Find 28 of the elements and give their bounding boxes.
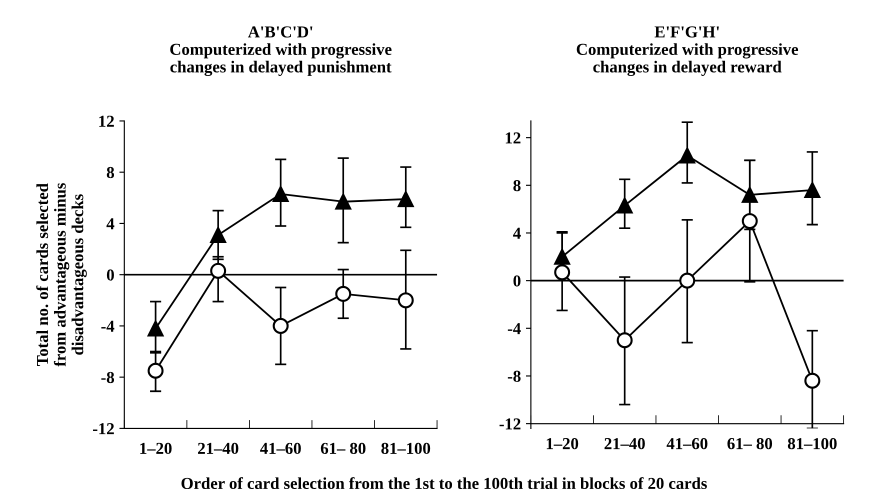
x-tick-label: 1–20 (546, 438, 578, 450)
x-tick-label: 21–40 (198, 442, 238, 454)
x-tick-label: 61– 80 (320, 442, 366, 454)
y-tick-label: 0 (106, 269, 114, 281)
y-tick-label: 12 (99, 116, 114, 127)
chart-title: E'F'G'H' Computerized with progressive changes in delayed reward (576, 26, 798, 76)
x-tick-label: 41–60 (260, 442, 301, 454)
y-axis-title: Total no. of cards selected from advantageous minus disadvantageous decks (36, 183, 87, 367)
y-tick-label: -12 (92, 423, 114, 434)
x-axis-title: Order of card selection from the 1st to the 100th trial in blocks of 20 cards (181, 477, 707, 490)
x-tick-label: 81–100 (788, 438, 837, 450)
chart-title: A'B'C'D' Computerized with progressive changes in delayed punishment (170, 26, 392, 76)
y-tick-label: 8 (106, 166, 114, 178)
x-tick-label: 21–40 (604, 438, 645, 450)
y-tick-label: -4 (508, 323, 521, 334)
y-tick-label: 8 (513, 180, 521, 192)
x-tick-label: 41–60 (666, 438, 708, 450)
x-tick-label: 1–20 (140, 442, 172, 454)
y-tick-label: -12 (500, 418, 520, 430)
y-tick-label: -4 (101, 320, 114, 332)
y-tick-label: 4 (513, 228, 521, 239)
y-tick-label: -8 (101, 372, 114, 384)
y-tick-label: 12 (506, 132, 520, 144)
y-tick-label: 4 (106, 218, 114, 230)
y-tick-label: -8 (508, 370, 521, 382)
x-tick-label: 61– 80 (727, 438, 772, 450)
y-tick-label: 0 (513, 275, 521, 287)
x-tick-label: 81–100 (381, 442, 430, 454)
